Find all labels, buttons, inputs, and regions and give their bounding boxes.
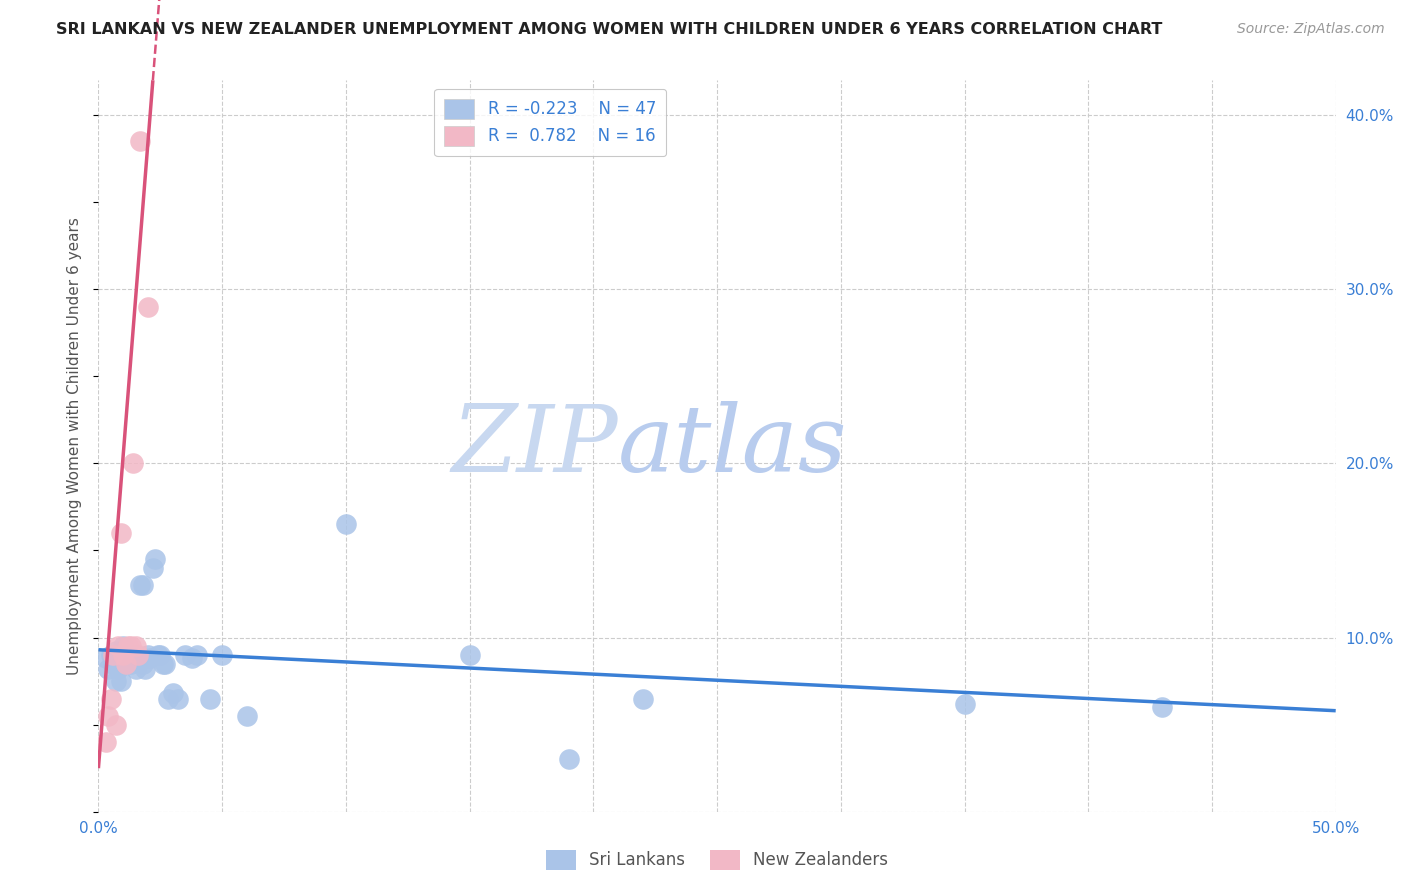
Point — [120, 640, 142, 654]
Point — [100, 691, 122, 706]
Y-axis label: Unemployment Among Women with Children Under 6 years: Unemployment Among Women with Children U… — [67, 217, 83, 675]
Point — [557, 752, 579, 766]
Text: atlas: atlas — [619, 401, 848, 491]
Point — [114, 657, 136, 671]
Point — [953, 697, 976, 711]
Point — [94, 651, 117, 665]
Point — [139, 651, 162, 665]
Point — [94, 735, 117, 749]
Point — [211, 648, 233, 662]
Point — [149, 648, 172, 662]
Point — [155, 657, 177, 671]
Point — [129, 134, 152, 148]
Point — [152, 657, 174, 671]
Point — [107, 662, 129, 676]
Point — [127, 648, 149, 662]
Point — [122, 648, 145, 662]
Legend: Sri Lankans, New Zealanders: Sri Lankans, New Zealanders — [538, 843, 896, 877]
Text: SRI LANKAN VS NEW ZEALANDER UNEMPLOYMENT AMONG WOMEN WITH CHILDREN UNDER 6 YEARS: SRI LANKAN VS NEW ZEALANDER UNEMPLOYMENT… — [56, 22, 1163, 37]
Point — [104, 717, 127, 731]
Point — [181, 651, 204, 665]
Point — [162, 686, 184, 700]
Point — [124, 662, 146, 676]
Point — [120, 657, 142, 671]
Point — [107, 640, 129, 654]
Point — [136, 300, 159, 314]
Point — [104, 644, 127, 658]
Text: ZIP: ZIP — [451, 401, 619, 491]
Point — [134, 662, 156, 676]
Point — [124, 640, 146, 654]
Point — [236, 709, 259, 723]
Point — [198, 691, 221, 706]
Point — [107, 651, 129, 665]
Point — [100, 648, 122, 662]
Point — [132, 657, 155, 671]
Point — [103, 657, 125, 671]
Point — [156, 691, 179, 706]
Point — [112, 640, 135, 654]
Point — [129, 578, 152, 592]
Point — [132, 578, 155, 592]
Point — [1152, 700, 1174, 714]
Point — [124, 648, 146, 662]
Point — [97, 709, 120, 723]
Point — [120, 648, 142, 662]
Point — [110, 651, 132, 665]
Point — [122, 457, 145, 471]
Point — [127, 651, 149, 665]
Point — [104, 674, 127, 689]
Point — [110, 674, 132, 689]
Point — [114, 648, 136, 662]
Point — [142, 561, 165, 575]
Point — [174, 648, 197, 662]
Point — [186, 648, 208, 662]
Point — [136, 648, 159, 662]
Point — [631, 691, 654, 706]
Point — [103, 648, 125, 662]
Point — [112, 648, 135, 662]
Point — [97, 662, 120, 676]
Point — [117, 651, 139, 665]
Point — [458, 648, 481, 662]
Text: Source: ZipAtlas.com: Source: ZipAtlas.com — [1237, 22, 1385, 37]
Point — [166, 691, 188, 706]
Point — [110, 526, 132, 541]
Point — [143, 552, 166, 566]
Point — [146, 648, 169, 662]
Point — [112, 657, 135, 671]
Point — [117, 640, 139, 654]
Point — [335, 517, 357, 532]
